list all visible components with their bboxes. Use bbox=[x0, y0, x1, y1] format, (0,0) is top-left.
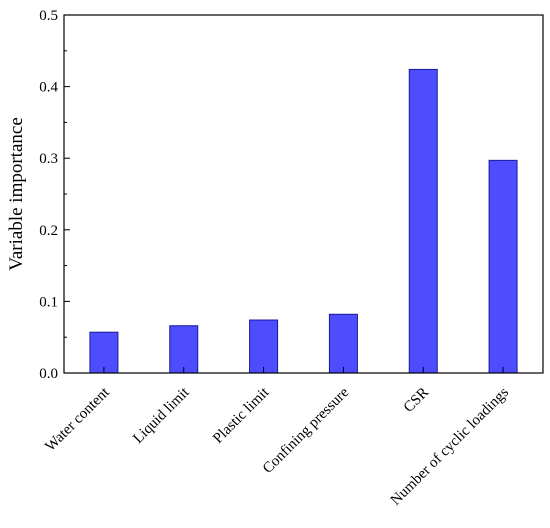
y-axis-title: Variable importance bbox=[6, 117, 27, 271]
x-axis-ticks bbox=[103, 367, 504, 373]
x-category-label: Water content bbox=[42, 384, 113, 455]
bars-group bbox=[89, 68, 518, 374]
x-category-label: CSR bbox=[401, 385, 432, 416]
x-category-label: Plastic limit bbox=[210, 384, 273, 447]
bar-0 bbox=[89, 331, 119, 374]
y-tick-label: 0.4 bbox=[39, 80, 58, 96]
bar-2 bbox=[249, 319, 279, 374]
bar-1 bbox=[169, 325, 199, 374]
y-tick-label: 0.3 bbox=[39, 151, 58, 167]
bar-3 bbox=[328, 313, 358, 374]
y-tick-label: 0.5 bbox=[39, 8, 58, 24]
bar-4 bbox=[408, 68, 438, 374]
x-category-label: Liquid limit bbox=[130, 384, 193, 447]
y-axis-ticks: 0.0 0.1 0.2 0.3 0.4 0.5 bbox=[39, 8, 70, 382]
x-category-label: Confining pressure bbox=[260, 384, 353, 477]
y-tick-label: 0.0 bbox=[39, 366, 58, 382]
bar-5 bbox=[488, 159, 518, 374]
y-tick-label: 0.2 bbox=[39, 223, 58, 239]
x-axis-category-labels: Water content Liquid limit Plastic limitCo… bbox=[42, 384, 512, 509]
plot-frame bbox=[63, 14, 544, 374]
y-tick-label: 0.1 bbox=[39, 294, 58, 310]
